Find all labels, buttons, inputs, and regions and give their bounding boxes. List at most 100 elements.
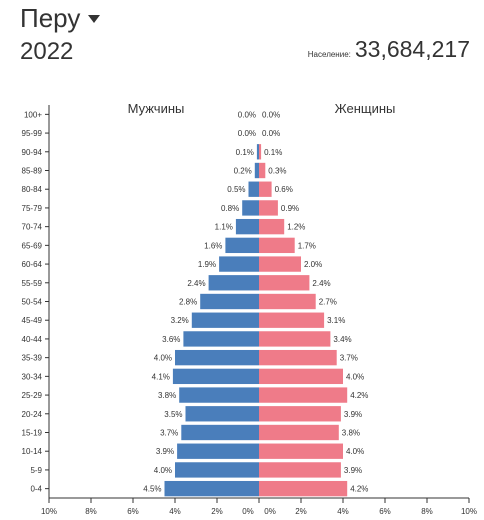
y-tick-label: 0-4	[30, 485, 42, 494]
country-name: Перу	[20, 3, 81, 33]
female-value-label: 0.0%	[262, 129, 280, 138]
female-value-label: 0.1%	[264, 148, 282, 157]
x-tick-label: 6%	[127, 507, 139, 516]
male-bar	[248, 181, 259, 197]
legend-male-label: Мужчины	[128, 101, 185, 116]
bars-group	[164, 144, 348, 497]
year-label: 2022	[20, 38, 74, 65]
y-tick-label: 70-74	[22, 223, 43, 232]
male-bar	[242, 200, 259, 216]
male-value-label: 2.8%	[179, 298, 197, 307]
female-value-label: 3.9%	[344, 466, 362, 475]
female-value-label: 0.0%	[262, 110, 280, 119]
female-value-label: 3.1%	[327, 316, 345, 325]
female-value-label: 2.7%	[319, 298, 337, 307]
female-value-label: 3.9%	[344, 410, 362, 419]
female-bar	[259, 480, 348, 497]
female-bar	[259, 293, 316, 310]
male-bar	[183, 331, 259, 347]
female-value-label: 3.8%	[342, 429, 360, 438]
female-value-label: 1.7%	[298, 241, 316, 250]
male-bar	[177, 443, 259, 459]
female-bar	[259, 312, 325, 328]
female-value-label: 1.2%	[287, 223, 305, 232]
female-value-label: 2.4%	[312, 279, 330, 288]
female-bar	[259, 162, 266, 179]
caret-down-icon[interactable]	[88, 14, 101, 23]
y-tick-label: 40-44	[22, 335, 43, 344]
male-value-label: 3.8%	[158, 391, 176, 400]
female-bar	[259, 387, 348, 403]
x-tick-label: 4%	[169, 507, 181, 516]
x-axis: 10% 8% 6% 4% 2% 0% 0% 2% 4% 6% 8% 10%	[41, 497, 477, 516]
country-selector[interactable]: Перу	[20, 3, 101, 34]
male-value-label: 4.0%	[154, 466, 172, 475]
y-tick-label: 100+	[24, 110, 42, 119]
male-value-label: 3.7%	[160, 429, 178, 438]
male-bar	[179, 387, 259, 403]
female-value-label: 2.0%	[304, 260, 322, 269]
x-tick-label: 8%	[421, 507, 433, 516]
female-bar	[259, 256, 301, 272]
female-bar	[259, 368, 343, 385]
male-value-label: 4.1%	[152, 372, 170, 381]
y-axis: 100+ 95-99 90-94 85-89 80-84 75-79 70-74 65-69 6…	[22, 105, 50, 498]
y-tick-label: 85-89	[22, 167, 43, 176]
female-value-label: 0.3%	[268, 167, 286, 176]
y-tick-label: 20-24	[22, 410, 43, 419]
population-readout: Население: 33,684,217	[308, 36, 470, 63]
female-value-label: 0.6%	[275, 185, 293, 194]
female-value-label: 3.7%	[340, 354, 358, 363]
male-value-label: 1.9%	[198, 260, 216, 269]
male-bar	[164, 480, 259, 497]
y-tick-label: 60-64	[22, 260, 43, 269]
male-bar	[172, 368, 259, 385]
y-tick-label: 35-39	[22, 354, 43, 363]
female-value-label: 4.2%	[350, 391, 368, 400]
female-bar	[259, 181, 272, 197]
population-value: 33,684,217	[354, 36, 470, 62]
y-tick-label: 80-84	[22, 185, 43, 194]
female-bar	[259, 424, 339, 441]
male-bar	[235, 218, 259, 235]
female-value-label: 0.9%	[281, 204, 299, 213]
y-tick-label: 30-34	[22, 372, 43, 381]
female-bar	[259, 331, 331, 347]
male-value-label: 4.5%	[143, 485, 161, 494]
female-bar	[259, 462, 341, 478]
female-bar	[259, 443, 343, 459]
x-tick-label: 10%	[41, 507, 57, 516]
female-bar	[259, 144, 262, 160]
y-tick-label: 15-19	[22, 429, 43, 438]
population-label: Население:	[307, 50, 351, 59]
x-tick-label: 0%	[264, 507, 276, 516]
female-bar	[259, 275, 310, 291]
male-value-label: 0.0%	[238, 129, 256, 138]
female-bar	[259, 349, 337, 366]
male-bar	[256, 144, 259, 160]
male-bar	[175, 462, 259, 478]
x-tick-label: 4%	[337, 507, 349, 516]
male-value-label: 0.5%	[227, 185, 245, 194]
male-bar	[208, 275, 259, 291]
female-bar	[259, 200, 278, 216]
male-value-label: 0.2%	[234, 167, 252, 176]
male-value-label: 2.4%	[187, 279, 205, 288]
male-value-label: 1.1%	[215, 223, 233, 232]
male-bar	[219, 256, 259, 272]
x-tick-label: 6%	[379, 507, 391, 516]
y-tick-label: 45-49	[22, 316, 43, 325]
male-value-label: 3.6%	[162, 335, 180, 344]
male-bar	[200, 293, 259, 310]
male-value-label: 4.0%	[154, 354, 172, 363]
female-bar	[259, 406, 341, 422]
x-tick-label: 2%	[295, 507, 307, 516]
y-tick-label: 90-94	[22, 148, 43, 157]
male-value-label: 0.1%	[236, 148, 254, 157]
y-tick-label: 55-59	[22, 279, 43, 288]
female-bar	[259, 218, 285, 235]
male-bar	[191, 312, 259, 328]
male-value-label: 3.2%	[171, 316, 189, 325]
male-value-label: 3.9%	[156, 447, 174, 456]
y-tick-label: 95-99	[22, 129, 43, 138]
